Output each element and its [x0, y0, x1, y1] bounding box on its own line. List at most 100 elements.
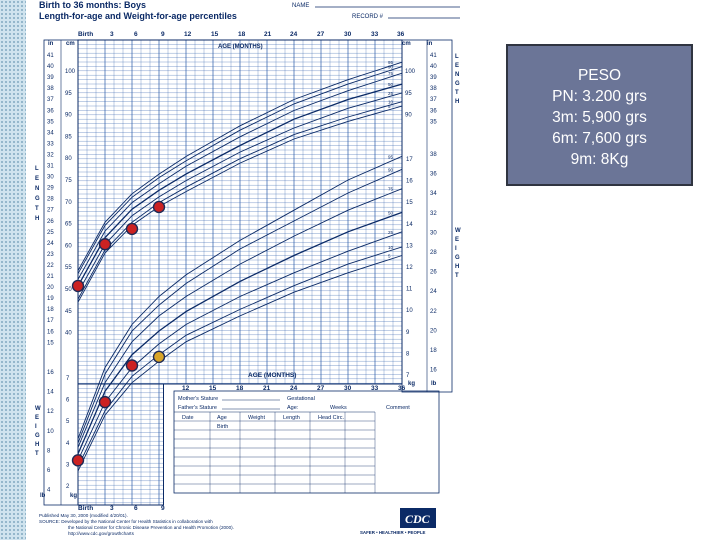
length-percentile-label: 25 [388, 91, 394, 96]
cm-unit-right: cm [402, 41, 411, 47]
weight-vert-right-letter: I [455, 246, 457, 252]
x-tick-bottom-6: 6 [134, 505, 138, 512]
length-vert-left-letter: L [35, 166, 39, 172]
length-marker-9m [152, 200, 166, 214]
weight-lb-tick-left: 4 [47, 488, 51, 494]
weight-lb-tick-left: 6 [47, 468, 51, 474]
length-in-tick-left: 26 [47, 219, 54, 225]
weight-kg-tick-left: 2 [66, 484, 70, 490]
weight-marker-6m [125, 359, 139, 372]
weight-marker-0m [71, 454, 85, 467]
length-in-tick-left: 39 [47, 75, 54, 81]
length-vert-right-letter: T [455, 90, 459, 96]
length-cm-tick-left: 70 [65, 200, 72, 206]
mothers-stature-label: Mother's Stature [178, 396, 218, 402]
weight-marker-9m [152, 350, 166, 364]
length-in-tick-left: 27 [47, 208, 54, 214]
length-in-tick-left: 18 [47, 307, 54, 313]
length-marker-0m [71, 279, 85, 293]
weight-kg-tick-left: 7 [66, 376, 70, 382]
length-cm-tick-left: 40 [65, 331, 72, 337]
source-url: http://www.cdc.gov/growthcharts [68, 531, 135, 536]
x-tick-lower: 18 [236, 385, 244, 392]
growth-chart-svg: Birth to 36 months: Boys Length-for-age … [35, 0, 461, 536]
weight-lb-tick-right: 18 [430, 348, 437, 354]
weeks-label: Weeks [330, 405, 347, 411]
weight-lb-tick-right: 20 [430, 328, 437, 334]
weight-lb-tick-right: 32 [430, 211, 437, 217]
length-in-tick-left: 20 [47, 285, 54, 291]
weight-vert-right-letter: G [455, 255, 460, 261]
weight-vert-right-letter: E [455, 237, 459, 243]
length-vert-right-letter: N [455, 72, 459, 78]
info-table-lines [174, 412, 376, 493]
weight-kg-tick-left: 3 [66, 462, 70, 468]
cm-unit-left: cm [66, 41, 75, 47]
length-vert-right-letter: L [455, 54, 459, 60]
weight-percentile-label: 90 [388, 167, 394, 172]
peso-line-2: PN: 3.200 grs [552, 88, 647, 105]
length-in-tick-left: 17 [47, 318, 54, 324]
weight-kg-tick-right: 13 [406, 243, 413, 249]
source-line2: the National Center for Chronic Disease … [68, 525, 234, 530]
length-cm-tick-left: 100 [65, 69, 76, 75]
weight-kg-tick-right: 15 [406, 200, 413, 206]
weight-kg-tick-right: 17 [406, 157, 413, 163]
weight-kg-tick-right: 9 [406, 330, 410, 336]
weight-curve-95 [77, 155, 403, 439]
length-in-tick-left: 33 [47, 141, 54, 147]
patient-info-table: Mother's Stature Father's Stature Gestat… [173, 390, 440, 494]
weight-lb-tick-right: 34 [430, 191, 437, 197]
x-tick-top-birth: Birth [78, 31, 93, 38]
length-marker-6m [125, 222, 139, 236]
length-in-tick-left: 29 [47, 186, 54, 192]
weight-curve-10 [77, 246, 403, 467]
length-vert-left-letter: H [35, 216, 39, 222]
length-cm-tick-left: 90 [65, 113, 72, 119]
age-col-header: Age [217, 415, 227, 421]
length-curve-10 [77, 101, 403, 300]
length-in-tick-left: 36 [47, 108, 54, 114]
x-tick-top-6: 6 [134, 31, 138, 38]
weight-percentile-label: 95 [388, 154, 394, 159]
length-cm-tick-left: 75 [65, 178, 72, 184]
x-tick-lower: 36 [398, 385, 406, 392]
x-tick-top-12: 12 [184, 31, 192, 38]
x-tick-bottom-9: 9 [161, 505, 165, 512]
length-in-tick-left: 38 [47, 86, 54, 92]
weight-lb-tick-right: 24 [430, 289, 437, 295]
x-tick-lower: 27 [317, 385, 325, 392]
length-in-tick-right: 41 [430, 53, 437, 59]
length-marker-3m [98, 238, 112, 251]
weight-kg-tick-right: 12 [406, 265, 413, 271]
length-cm-tick-left: 65 [65, 222, 72, 228]
weight-marker-3m [98, 395, 112, 409]
weight-vert-right-letter: T [455, 273, 459, 279]
length-in-tick-left: 41 [47, 53, 54, 59]
weight-vert-left-letter: I [35, 424, 37, 430]
length-in-tick-left: 30 [47, 175, 54, 181]
weight-col-header: Weight [248, 415, 265, 421]
length-in-tick-right: 39 [430, 75, 437, 81]
info-table-border [173, 390, 440, 494]
record-label: RECORD # [352, 14, 384, 20]
length-in-tick-left: 25 [47, 230, 54, 236]
length-in-tick-right: 38 [430, 86, 437, 92]
weight-kg-tick-right: 16 [406, 179, 413, 185]
x-tick-top-27: 27 [317, 31, 325, 38]
weight-percentile-label: 5 [388, 254, 391, 259]
kg-unit-bottom: kg [70, 493, 77, 499]
safer-healthier-people: SAFER • HEALTHIER • PEOPLE [360, 530, 426, 535]
weight-vert-left-letter: T [35, 451, 39, 457]
x-tick-top-30: 30 [344, 31, 352, 38]
length-percentile-label: 95 [388, 60, 394, 65]
x-tick-bottom-3: 3 [110, 505, 114, 512]
weight-kg-tick-right: 11 [406, 287, 413, 293]
weight-lb-tick-left: 8 [47, 448, 51, 454]
peso-line-3: 3m: 5,900 grs [552, 109, 647, 126]
decorative-side-pattern [0, 0, 26, 540]
length-col-header: Length [283, 415, 300, 421]
